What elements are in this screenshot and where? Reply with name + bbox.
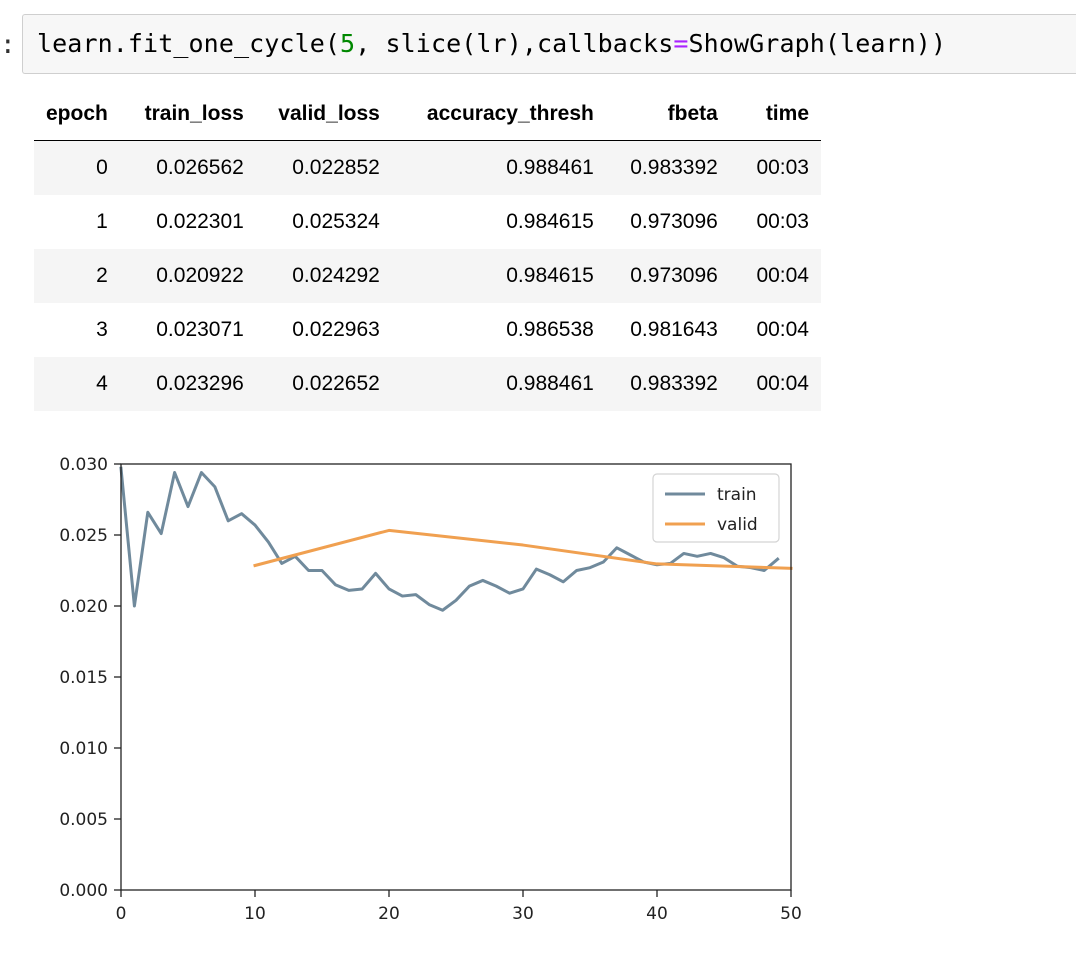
x-tick-label: 10	[244, 904, 266, 924]
header-fbeta: fbeta	[605, 88, 730, 141]
cell-prompt: :	[0, 30, 16, 60]
x-tick-label: 50	[780, 904, 802, 924]
header-time: time	[729, 88, 821, 141]
code-part-3: ShowGraph(learn))	[688, 29, 947, 58]
loss-chart: 0 10 20 30 40 50 0.000 0.005 0.010 0.015 0.020 0.02…	[0, 430, 830, 950]
header-accuracy-thresh: accuracy_thresh	[391, 88, 606, 141]
header-train-loss: train_loss	[119, 88, 256, 141]
cell-accuracy-thresh: 0.984615	[506, 264, 594, 287]
cell-epoch: 3	[96, 318, 108, 341]
table-row: 2 0.020922 0.024292 0.984615 0.973096 00…	[34, 249, 821, 303]
y-tick-label: 0.025	[59, 526, 108, 546]
code-part-1: learn.fit_one_cycle(	[37, 29, 341, 58]
cell-accuracy-thresh: 0.988461	[506, 156, 594, 179]
cell-train-loss: 0.020922	[156, 264, 244, 287]
y-tick-label: 0.020	[59, 597, 108, 617]
loss-chart-svg: 0 10 20 30 40 50 0.000 0.005 0.010 0.015 0.020 0.02…	[59, 455, 802, 924]
cell-time: 00:04	[756, 318, 809, 341]
y-tick-label: 0.015	[59, 668, 108, 688]
code-operator: =	[673, 29, 689, 58]
cell-valid-loss: 0.025324	[292, 210, 380, 233]
cell-accuracy-thresh: 0.988461	[506, 372, 594, 395]
cell-train-loss: 0.023296	[156, 372, 244, 395]
cell-train-loss: 0.026562	[156, 156, 244, 179]
cell-valid-loss: 0.022652	[292, 372, 380, 395]
cell-time: 00:03	[756, 210, 809, 233]
legend-label-train: train	[717, 485, 757, 505]
cell-time: 00:03	[756, 156, 809, 179]
cell-train-loss: 0.022301	[156, 210, 244, 233]
header-valid-loss: valid_loss	[255, 88, 392, 141]
cell-fbeta: 0.983392	[630, 372, 718, 395]
legend-label-valid: valid	[717, 515, 758, 535]
code-cell[interactable]: learn.fit_one_cycle(5, slice(lr),callbac…	[22, 14, 1076, 74]
x-tick-label: 0	[116, 904, 127, 924]
y-tick-label: 0.000	[59, 881, 108, 901]
results-table: epoch train_loss valid_loss accuracy_thr…	[34, 88, 821, 411]
code-text[interactable]: learn.fit_one_cycle(5, slice(lr),callbac…	[37, 29, 946, 58]
header-epoch: epoch	[34, 88, 120, 141]
table-header-row: epoch train_loss valid_loss accuracy_thr…	[34, 88, 821, 141]
cell-fbeta: 0.973096	[630, 264, 718, 287]
cell-valid-loss: 0.022963	[292, 318, 380, 341]
y-tick-label: 0.030	[59, 455, 108, 475]
code-part-2: , slice(lr),callbacks	[355, 29, 674, 58]
table-row: 4 0.023296 0.022652 0.988461 0.983392 00…	[34, 357, 821, 411]
cell-valid-loss: 0.024292	[292, 264, 380, 287]
x-tick-label: 40	[646, 904, 668, 924]
series-line-valid	[253, 528, 793, 570]
cell-fbeta: 0.973096	[630, 210, 718, 233]
x-tick-label: 20	[378, 904, 400, 924]
cell-epoch: 0	[96, 156, 108, 179]
table-row: 1 0.022301 0.025324 0.984615 0.973096 00…	[34, 195, 821, 249]
cell-train-loss: 0.023071	[156, 318, 244, 341]
cell-time: 00:04	[756, 264, 809, 287]
cell-fbeta: 0.981643	[630, 318, 718, 341]
table-row: 3 0.023071 0.022963 0.986538 0.981643 00…	[34, 303, 821, 357]
cell-epoch: 4	[96, 372, 108, 395]
cell-time: 00:04	[756, 372, 809, 395]
table-row: 0 0.026562 0.022852 0.988461 0.983392 00…	[34, 140, 821, 195]
y-tick-label: 0.005	[59, 810, 108, 830]
legend-box	[652, 473, 780, 543]
x-tick-label: 30	[512, 904, 534, 924]
y-tick-label: 0.010	[59, 739, 108, 759]
cell-accuracy-thresh: 0.984615	[506, 210, 594, 233]
cell-fbeta: 0.983392	[630, 156, 718, 179]
cell-accuracy-thresh: 0.986538	[506, 318, 594, 341]
code-number: 5	[340, 29, 356, 58]
cell-valid-loss: 0.022852	[292, 156, 380, 179]
cell-epoch: 2	[96, 264, 108, 287]
cell-epoch: 1	[96, 210, 108, 233]
